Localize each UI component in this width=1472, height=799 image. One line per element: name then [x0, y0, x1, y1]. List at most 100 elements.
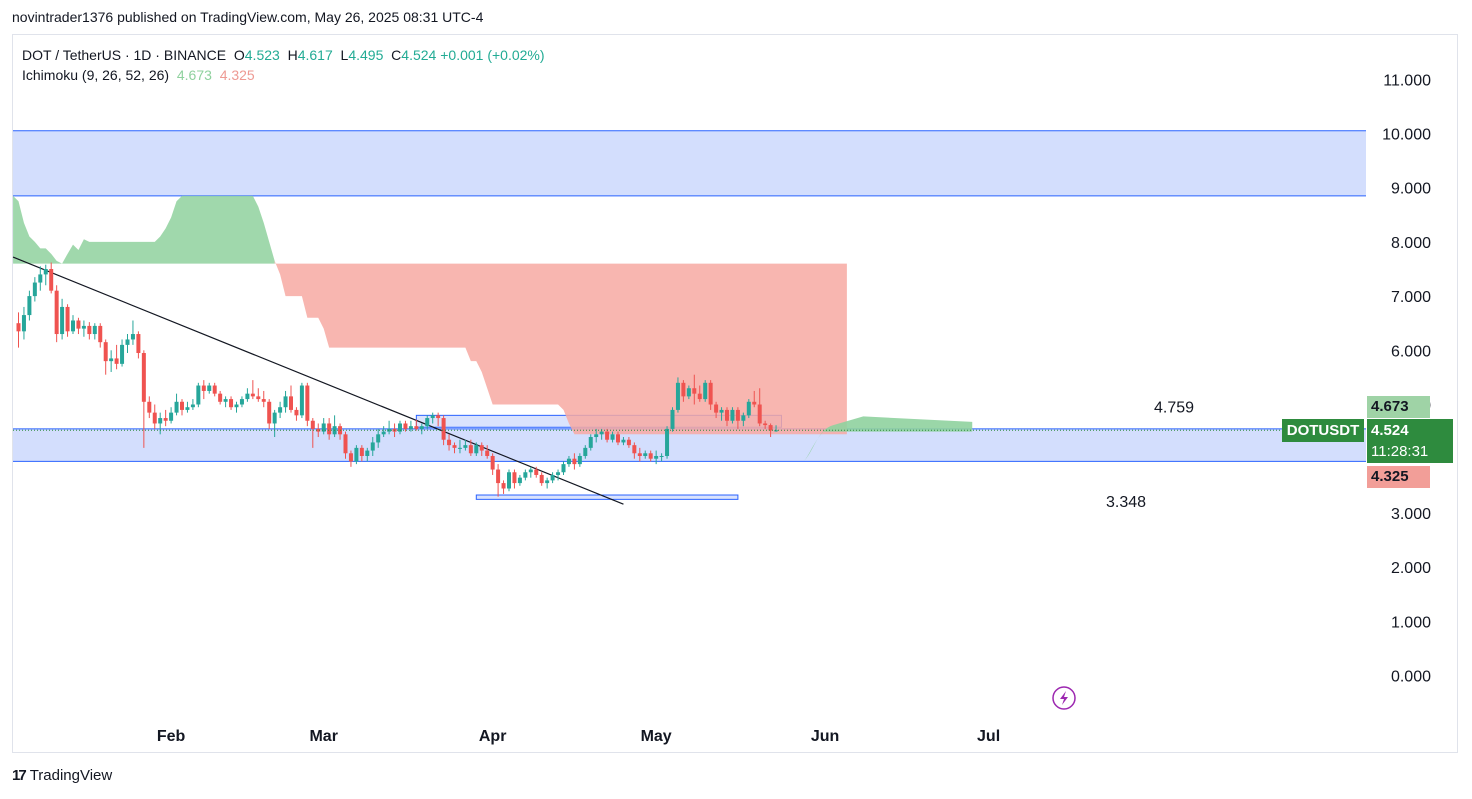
- candle-body: [774, 430, 779, 432]
- open-value: 4.523: [244, 47, 280, 63]
- symbol-price-tag: DOTUSDT: [1282, 419, 1364, 442]
- candle-body: [348, 453, 353, 462]
- symbol-tag-text: DOTUSDT: [1286, 422, 1360, 439]
- candle-body: [763, 423, 768, 426]
- candle-body: [218, 393, 223, 402]
- candle-body: [447, 439, 452, 446]
- candle-body: [21, 315, 26, 332]
- candle-body: [32, 282, 37, 297]
- candle-body: [234, 404, 239, 408]
- candle-body: [65, 306, 70, 332]
- low-label: L: [340, 47, 349, 63]
- candle-body: [245, 393, 250, 400]
- candle-body: [398, 423, 402, 432]
- y-tick-label-5: 6.000: [1391, 343, 1431, 360]
- candle-body: [327, 423, 332, 435]
- candle-body: [343, 434, 348, 454]
- zones-layer: [13, 130, 1366, 500]
- candle-body: [485, 450, 490, 456]
- candle-body: [534, 469, 539, 475]
- y-tick-label-10: 0.000: [1391, 669, 1431, 686]
- candle-body: [708, 382, 713, 405]
- lightning-icon-glyph: [1060, 691, 1068, 705]
- descending-trendline: [12, 256, 624, 505]
- candle-body: [152, 412, 157, 424]
- high-value: 4.617: [297, 47, 333, 63]
- candle-body: [605, 431, 610, 440]
- candle-body: [523, 472, 528, 478]
- candle-body: [730, 409, 735, 421]
- candle-body: [196, 385, 201, 405]
- candle-body: [501, 483, 506, 489]
- span-b-price-tag: 4.325: [1367, 466, 1430, 488]
- candle-body: [229, 399, 234, 408]
- candle-body: [686, 388, 691, 397]
- chart-frame: [12, 34, 1458, 753]
- last-price-text: 4.524: [1371, 422, 1409, 439]
- symbol-label[interactable]: DOT / TetherUS · 1D · BINANCE: [22, 47, 227, 63]
- candle-body: [174, 401, 179, 413]
- candle-body: [141, 353, 146, 402]
- candle-body: [588, 437, 593, 448]
- candle-body: [87, 325, 92, 335]
- y-tick-label-0: 11.000: [1383, 72, 1431, 89]
- candle-body: [38, 274, 43, 283]
- candle-body: [387, 428, 392, 432]
- candle-body: [43, 269, 48, 275]
- candle-body: [545, 480, 550, 484]
- candle-body: [354, 447, 359, 462]
- candle-body: [681, 382, 686, 397]
- candle-body: [76, 320, 81, 329]
- tradingview-logo[interactable]: 17 TradingView: [12, 767, 112, 784]
- candle-body: [616, 434, 620, 443]
- indicator-label[interactable]: Ichimoku (9, 26, 52, 26): [22, 67, 170, 83]
- candle-body: [81, 325, 86, 329]
- candle-body: [507, 472, 511, 489]
- indicator-row: Ichimoku (9, 26, 52, 26) 4.673 4.325: [22, 65, 545, 85]
- annotations-layer: 4.759 3.348: [1052, 400, 1194, 710]
- candle-body: [92, 325, 97, 335]
- close-label: C: [391, 47, 402, 63]
- cloud-segment-0: [13, 195, 275, 264]
- candle-body: [239, 399, 244, 405]
- candle-body: [370, 442, 375, 451]
- y-tick-label-1: 10.000: [1382, 127, 1431, 144]
- x-tick-label-4: Jun: [811, 728, 839, 745]
- y-tick-label-3: 8.000: [1391, 235, 1431, 252]
- candle-body: [550, 474, 555, 481]
- candle-body: [457, 447, 462, 449]
- candle-body: [289, 396, 293, 410]
- candles-layer: [13, 262, 1366, 497]
- candle-body: [572, 458, 577, 465]
- candle-body: [675, 382, 680, 410]
- candle-body: [556, 472, 561, 475]
- span-b-tag-text: 4.325: [1371, 468, 1409, 485]
- forward-cloud: [803, 416, 973, 462]
- candle-body: [49, 269, 54, 291]
- candle-body: [136, 334, 141, 354]
- candle-body: [452, 445, 457, 448]
- candle-body: [169, 412, 174, 421]
- candle-body: [376, 434, 381, 443]
- publisher-header: novintrader1376 published on TradingView…: [12, 9, 484, 25]
- candle-body: [703, 382, 708, 400]
- candle-body: [741, 415, 746, 421]
- candle-body: [16, 323, 21, 332]
- chart-legend: DOT / TetherUS · 1D · BINANCE O4.523 H4.…: [22, 45, 545, 85]
- candle-body: [419, 426, 424, 429]
- candle-body: [725, 409, 729, 421]
- candle-body: [441, 418, 446, 440]
- candle-body: [468, 445, 473, 454]
- last-price-tag: 4.524 11:28:31: [1367, 419, 1453, 463]
- candle-body: [757, 404, 762, 424]
- candle-body: [414, 426, 419, 429]
- candle-body: [659, 455, 664, 457]
- candle-body: [321, 423, 326, 432]
- candle-body: [528, 469, 533, 473]
- candle-body: [626, 439, 631, 446]
- candle-body: [381, 431, 386, 435]
- y-tick-label-2: 9.000: [1391, 181, 1431, 198]
- candle-body: [692, 388, 697, 394]
- candle-body: [648, 453, 653, 459]
